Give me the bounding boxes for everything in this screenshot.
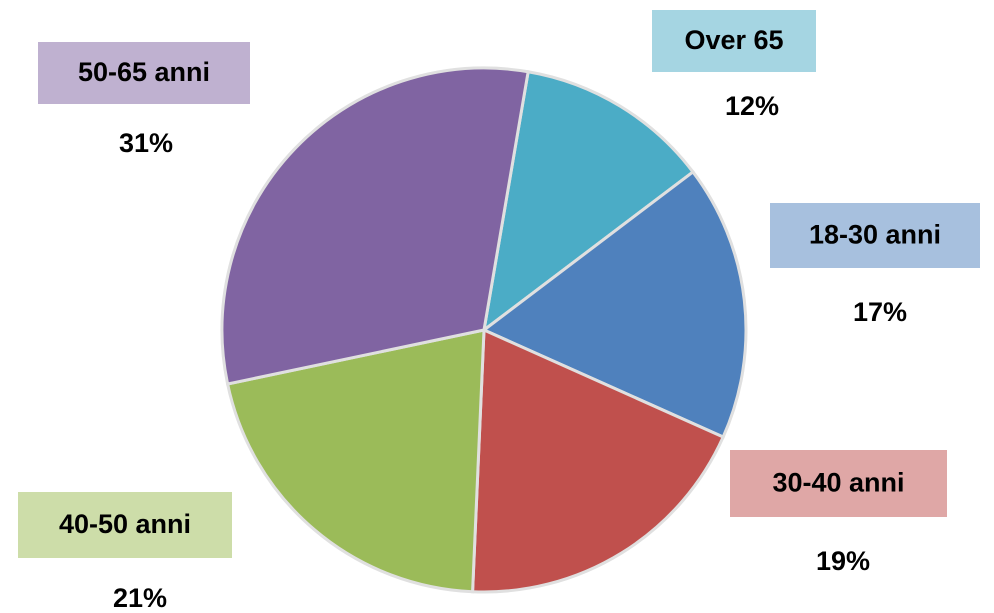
pie-slice xyxy=(471,327,726,594)
category-label: 18-30 anni xyxy=(809,220,941,250)
value-label: 31% xyxy=(119,128,173,158)
category-label: 40-50 anni xyxy=(59,509,191,539)
category-label: 30-40 anni xyxy=(772,468,904,498)
label-box xyxy=(770,203,980,268)
label-box xyxy=(652,10,816,72)
pie-slice xyxy=(481,70,696,334)
label-box xyxy=(38,42,250,104)
value-label: 19% xyxy=(816,546,870,576)
label-box xyxy=(730,450,947,517)
label-box xyxy=(18,492,232,558)
category-label: 50-65 anni xyxy=(78,57,210,87)
value-label: 12% xyxy=(725,91,779,121)
value-label: 17% xyxy=(853,297,907,327)
pie-slice xyxy=(220,66,530,386)
value-label: 21% xyxy=(113,583,167,613)
pie-slice xyxy=(481,169,748,439)
pie-slice xyxy=(225,328,486,594)
category-label: Over 65 xyxy=(684,25,783,55)
